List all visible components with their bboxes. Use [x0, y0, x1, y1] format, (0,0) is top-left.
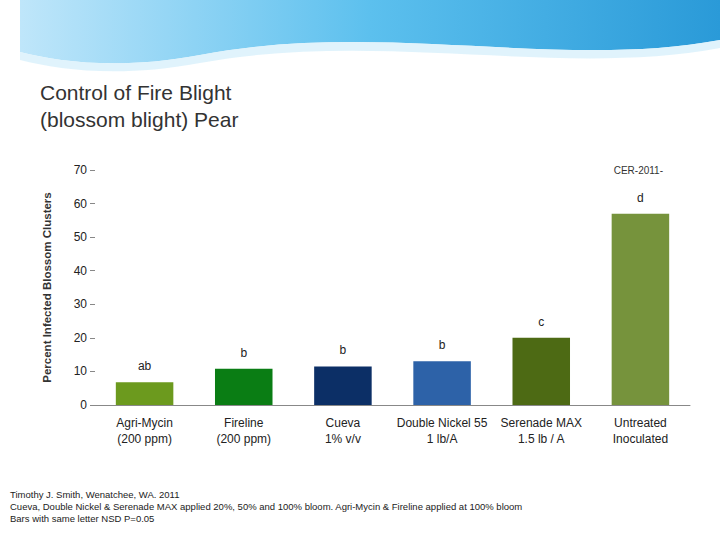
svg-text:70: 70 [74, 163, 88, 177]
svg-text:Control of Fire Blight: Control of Fire Blight [40, 81, 232, 104]
svg-text:50: 50 [74, 230, 88, 244]
svg-text:20: 20 [74, 331, 88, 345]
svg-text:1% v/v: 1% v/v [325, 432, 361, 446]
svg-text:Cueva: Cueva [326, 416, 361, 430]
svg-text:Serenade MAX: Serenade MAX [501, 416, 582, 430]
svg-text:c: c [538, 315, 544, 329]
svg-text:(200 ppm): (200 ppm) [117, 432, 172, 446]
svg-text:Fireline: Fireline [224, 416, 264, 430]
svg-text:(blossom blight) Pear: (blossom blight) Pear [40, 108, 238, 131]
svg-text:CER-2011-: CER-2011- [614, 165, 663, 176]
svg-text:Double Nickel 55: Double Nickel 55 [397, 416, 488, 430]
svg-text:60: 60 [74, 197, 88, 211]
svg-text:Inoculated: Inoculated [613, 432, 668, 446]
svg-text:40: 40 [74, 264, 88, 278]
svg-text:b: b [439, 338, 446, 352]
svg-text:Agri-Mycin: Agri-Mycin [116, 416, 173, 430]
svg-text:0: 0 [80, 398, 87, 412]
svg-text:10: 10 [74, 364, 88, 378]
svg-text:ab: ab [138, 359, 152, 373]
svg-text:b: b [340, 343, 347, 357]
svg-text:(200 ppm): (200 ppm) [216, 432, 271, 446]
html-text:Cueva, Double Nickel & Serenad: Cueva, Double Nickel & Serenade MAX appl… [10, 501, 523, 512]
svg-text:30: 30 [74, 297, 88, 311]
svg-text:1.5 lb / A: 1.5 lb / A [518, 432, 565, 446]
svg-text:Untreated: Untreated [614, 416, 667, 430]
svg-text:d: d [637, 191, 644, 205]
svg-text:b: b [240, 346, 247, 360]
html-text:Timothy J. Smith, Wenatchee, W: Timothy J. Smith, Wenatchee, WA. 2011 [10, 489, 180, 500]
svg-text:1 lb/A: 1 lb/A [427, 432, 458, 446]
svg-text:Percent Infected Blossom Clust: Percent Infected Blossom Clusters [41, 192, 53, 382]
html-text:Bars with same letter NSD P=0.: Bars with same letter NSD P=0.05 [10, 513, 155, 524]
